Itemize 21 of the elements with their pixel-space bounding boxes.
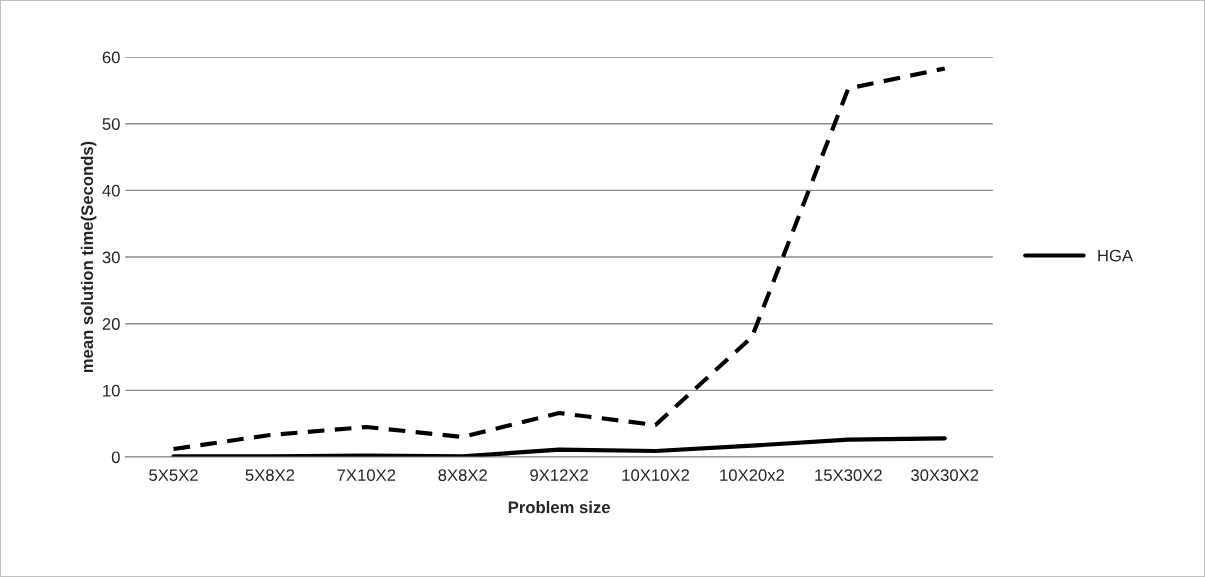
x-tick-label: 8X8X2 — [438, 469, 487, 482]
y-tick-label: 20 — [102, 318, 120, 330]
legend-label: HGA — [1098, 249, 1134, 262]
line-series — [171, 436, 947, 457]
x-tick-label: 7X10X2 — [337, 469, 396, 482]
y-tick-label: 30 — [102, 251, 120, 264]
y-tick-label: 50 — [102, 118, 120, 130]
x-axis-title: Problem size — [508, 500, 610, 514]
x-tick-label: 10X20x2 — [720, 469, 784, 482]
x-tick-label: 10X10X2 — [622, 469, 689, 482]
y-tick-label: 0 — [111, 451, 120, 464]
line-series — [171, 66, 947, 452]
x-tick-label: 30X30X2 — [911, 469, 979, 482]
x-tick-label: 5X5X2 — [149, 469, 198, 482]
x-tick-label: 15X30X2 — [815, 469, 882, 482]
y-tick-label: 10 — [103, 384, 120, 397]
y-axis-title: mean solution time(Seconds) — [80, 141, 97, 373]
y-tick-label: 60 — [102, 51, 120, 64]
x-tick-label: 9X12X2 — [530, 469, 588, 482]
y-tick-label: 40 — [102, 184, 120, 197]
x-tick-label: 5X8X2 — [245, 469, 295, 482]
